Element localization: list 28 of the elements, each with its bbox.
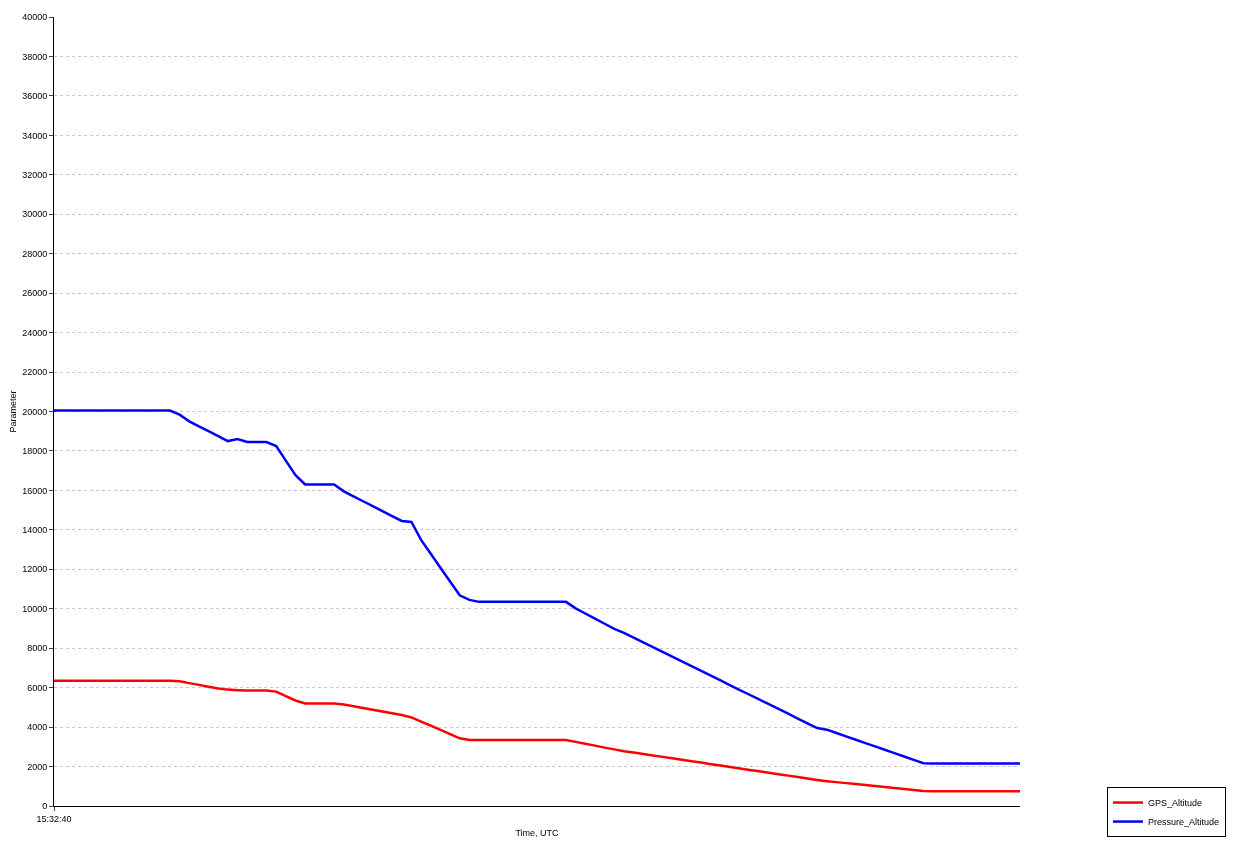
- y-tick-label: 34000: [22, 130, 48, 141]
- y-tick-label: 22000: [22, 367, 48, 378]
- y-tick-label: 24000: [22, 327, 48, 338]
- legend-label: GPS_Altitude: [1147, 798, 1202, 809]
- y-tick-label: 0: [42, 801, 48, 812]
- x-tick-label: 15:32:40: [36, 813, 72, 824]
- legend-label: Pressure_Altitude: [1147, 817, 1219, 828]
- y-tick-label: 40000: [22, 12, 48, 23]
- y-tick-label: 30000: [22, 209, 48, 220]
- y-tick-label: 16000: [22, 485, 48, 496]
- line-series: [54, 679, 1020, 793]
- x-axis-title: Time, UTC: [515, 827, 560, 838]
- line-series: [54, 409, 1020, 765]
- y-tick-label: 4000: [27, 722, 48, 733]
- y-tick-label: 20000: [22, 406, 48, 417]
- y-tick-label: 36000: [22, 91, 48, 102]
- y-tick-label: 38000: [22, 51, 48, 62]
- y-tick-label: 32000: [22, 169, 48, 180]
- y-tick-label: 12000: [22, 564, 48, 575]
- y-tick-label: 18000: [22, 446, 48, 457]
- y-tick-label: 8000: [27, 643, 48, 654]
- y-tick-label: 2000: [27, 761, 48, 772]
- y-tick-label: 26000: [22, 288, 48, 299]
- y-tick-label: 10000: [22, 603, 48, 614]
- y-tick-label: 28000: [22, 248, 48, 259]
- y-axis-title: Parameter: [7, 390, 18, 433]
- y-tick-label: 14000: [22, 525, 48, 535]
- y-tick-label: 6000: [27, 682, 48, 693]
